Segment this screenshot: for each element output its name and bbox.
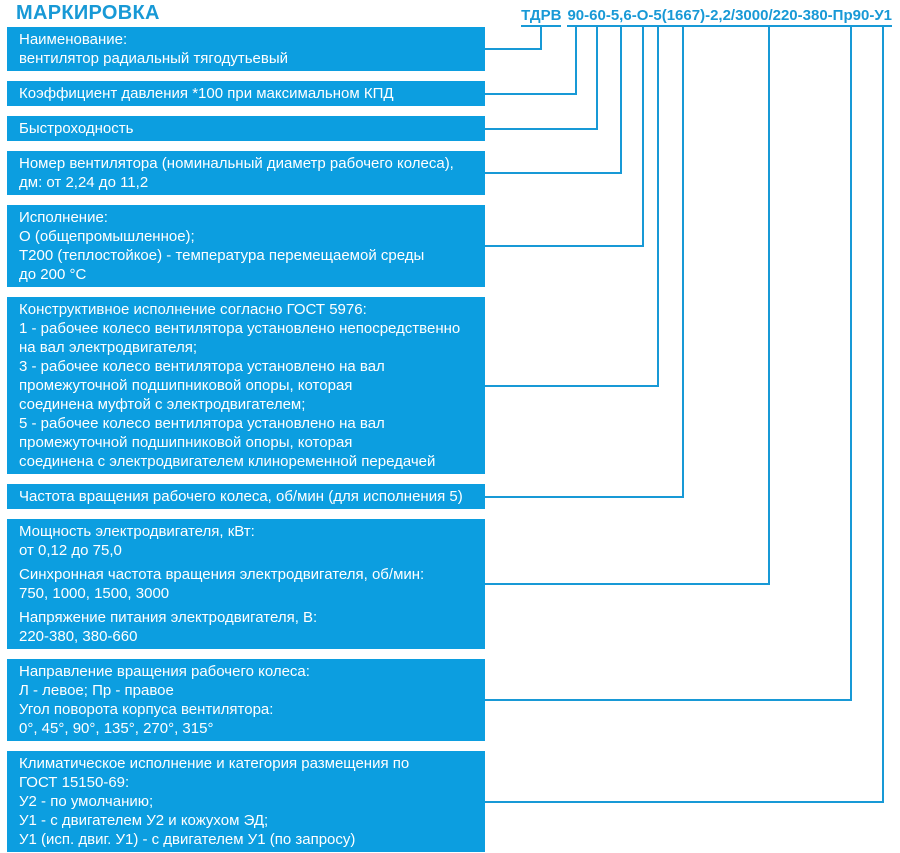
connector-line-2 [485, 27, 577, 95]
label-box-9: Направление вращения рабочего колеса: Л … [7, 659, 485, 741]
connector-line-5 [485, 27, 644, 247]
connector-line-8 [485, 27, 770, 585]
connector-line-7 [485, 27, 684, 498]
code-segment-9: Пр90 [832, 7, 870, 27]
connector-line-6 [485, 27, 659, 387]
code-segment-10: У1 [874, 7, 892, 27]
label-text: Коэффициент давления *100 при максимальн… [19, 85, 394, 102]
label-text: Номер вентилятора (номинальный диаметр р… [19, 155, 454, 191]
page-title: МАРКИРОВКА [16, 2, 160, 24]
connector-line-10 [485, 27, 884, 803]
label-box-7: Частота вращения рабочего колеса, об/мин… [7, 484, 485, 509]
connector-line-1 [485, 27, 542, 50]
code-separator: - [869, 7, 875, 27]
label-text: Климатическое исполнение и категория раз… [19, 755, 410, 848]
code-segment-1: ТДРВ [521, 7, 562, 27]
connector-line-4 [485, 27, 622, 174]
label-box-1: Наименование: вентилятор радиальный тяго… [7, 27, 485, 71]
code-separator: - [631, 7, 637, 27]
code-separator: - [827, 7, 833, 27]
label-box-10: Климатическое исполнение и категория раз… [7, 751, 485, 852]
label-boxes: Наименование: вентилятор радиальный тяго… [7, 27, 485, 852]
label-text: Частота вращения рабочего колеса, об/мин… [19, 488, 463, 505]
label-text: Быстроходность [19, 120, 134, 137]
marking-code: ТДРВ 90-60-5,6-О-5(1667)-2,2/3000/220-380… [521, 7, 892, 27]
code-segment-2: 90 [567, 7, 585, 27]
label-box-5: Исполнение: О (общепромышленное); Т200 (… [7, 205, 485, 287]
label-box-8: Мощность электродвигателя, кВт: от 0,12 … [7, 519, 485, 649]
code-segment-7: (1667) [661, 7, 706, 27]
code-segment-6: 5 [653, 7, 662, 27]
code-segment-5: О [636, 7, 649, 27]
connector-line-9 [485, 27, 852, 701]
code-separator: - [584, 7, 590, 27]
code-segment-8: 2,2/3000/220-380 [710, 7, 828, 27]
label-text: Направление вращения рабочего колеса: Л … [19, 663, 310, 737]
label-box-2: Коэффициент давления *100 при максимальн… [7, 81, 485, 106]
label-text: Наименование: вентилятор радиальный тяго… [19, 31, 288, 67]
label-text: Исполнение: О (общепромышленное); Т200 (… [19, 209, 425, 283]
label-box-4: Номер вентилятора (номинальный диаметр р… [7, 151, 485, 195]
code-segment-3: 60 [589, 7, 606, 27]
code-segment-4: 5,6 [610, 7, 632, 27]
label-box-3: Быстроходность [7, 116, 485, 141]
label-text: Мощность электродвигателя, кВт: от 0,12 … [19, 523, 255, 559]
code-separator: - [705, 7, 711, 27]
connector-line-3 [485, 27, 598, 130]
label-box-6: Конструктивное исполнение согласно ГОСТ … [7, 297, 485, 474]
label-text: Синхронная частота вращения электродвига… [19, 566, 425, 602]
code-separator: - [648, 7, 654, 27]
code-separator: - [605, 7, 611, 27]
label-text: Напряжение питания электродвигателя, В: … [19, 609, 318, 645]
label-text: Конструктивное исполнение согласно ГОСТ … [19, 301, 461, 470]
